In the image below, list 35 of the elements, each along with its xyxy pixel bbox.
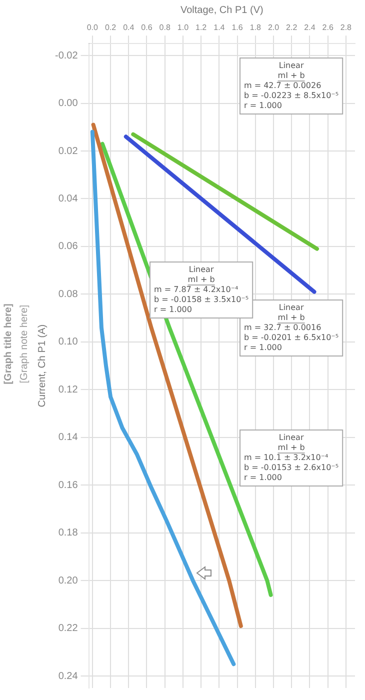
x-tick-label: 1.8 [250,23,262,32]
text: [Graph title here] [2,304,14,384]
x-tick-label: 2.0 [268,23,280,32]
y-tick-label: 0.20 [58,575,78,586]
y-tick-label: 0.06 [58,241,78,252]
y-tick-label: 0.08 [58,288,78,300]
annotation: Linear mI + b m = 42.7 ± 0.0026 b = -0.0223 ± 8.5x10⁻⁵ r = 1.000 [244,61,339,110]
y-tick-label: -0.02 [54,50,78,62]
y-tick-label: 0.24 [58,670,78,682]
x-tick-label: 0.0 [86,23,99,32]
y-tick-label: 0.10 [58,336,78,348]
x-tick-label: 2.8 [340,23,352,32]
x-tick-label: 2.6 [322,23,334,32]
y-tick-label: 0.12 [58,384,78,396]
x-tick-label: 1.4 [214,23,226,32]
y-tick-label: 0.16 [58,480,78,491]
x-axis-title: Voltage, Ch P1 (V) [180,4,264,16]
y-tick-label: 0.18 [58,528,78,539]
y-axis-title: Current, Ch P1 (A) [36,324,48,408]
text: [Graph note here] [18,304,30,384]
x-tick-label: 1.6 [232,23,244,32]
y-tick-label: 0.00 [58,98,78,110]
x-tick-label: 0.2 [104,23,117,32]
x-tick-label: 0.8 [159,23,171,32]
x-tick-label: 1.2 [196,23,208,32]
x-tick-label: 0.6 [141,23,153,32]
x-tick-label: 2.4 [304,23,316,32]
annotation: Linear mI + b m = 10.1 ± 3.2x10⁻⁴ b = -0.0153 ± 2.6x10⁻⁵ r = 1.000 [244,433,339,482]
y-tick-label: 0.04 [58,193,78,204]
y-tick-label: 0.14 [58,432,78,444]
y-tick-label: 0.22 [58,623,78,634]
y-tick-label: 0.02 [58,146,78,157]
x-tick-label: 2.2 [286,23,298,32]
x-tick-label: 1.0 [177,23,190,32]
x-tick-label: 0.4 [123,23,135,32]
